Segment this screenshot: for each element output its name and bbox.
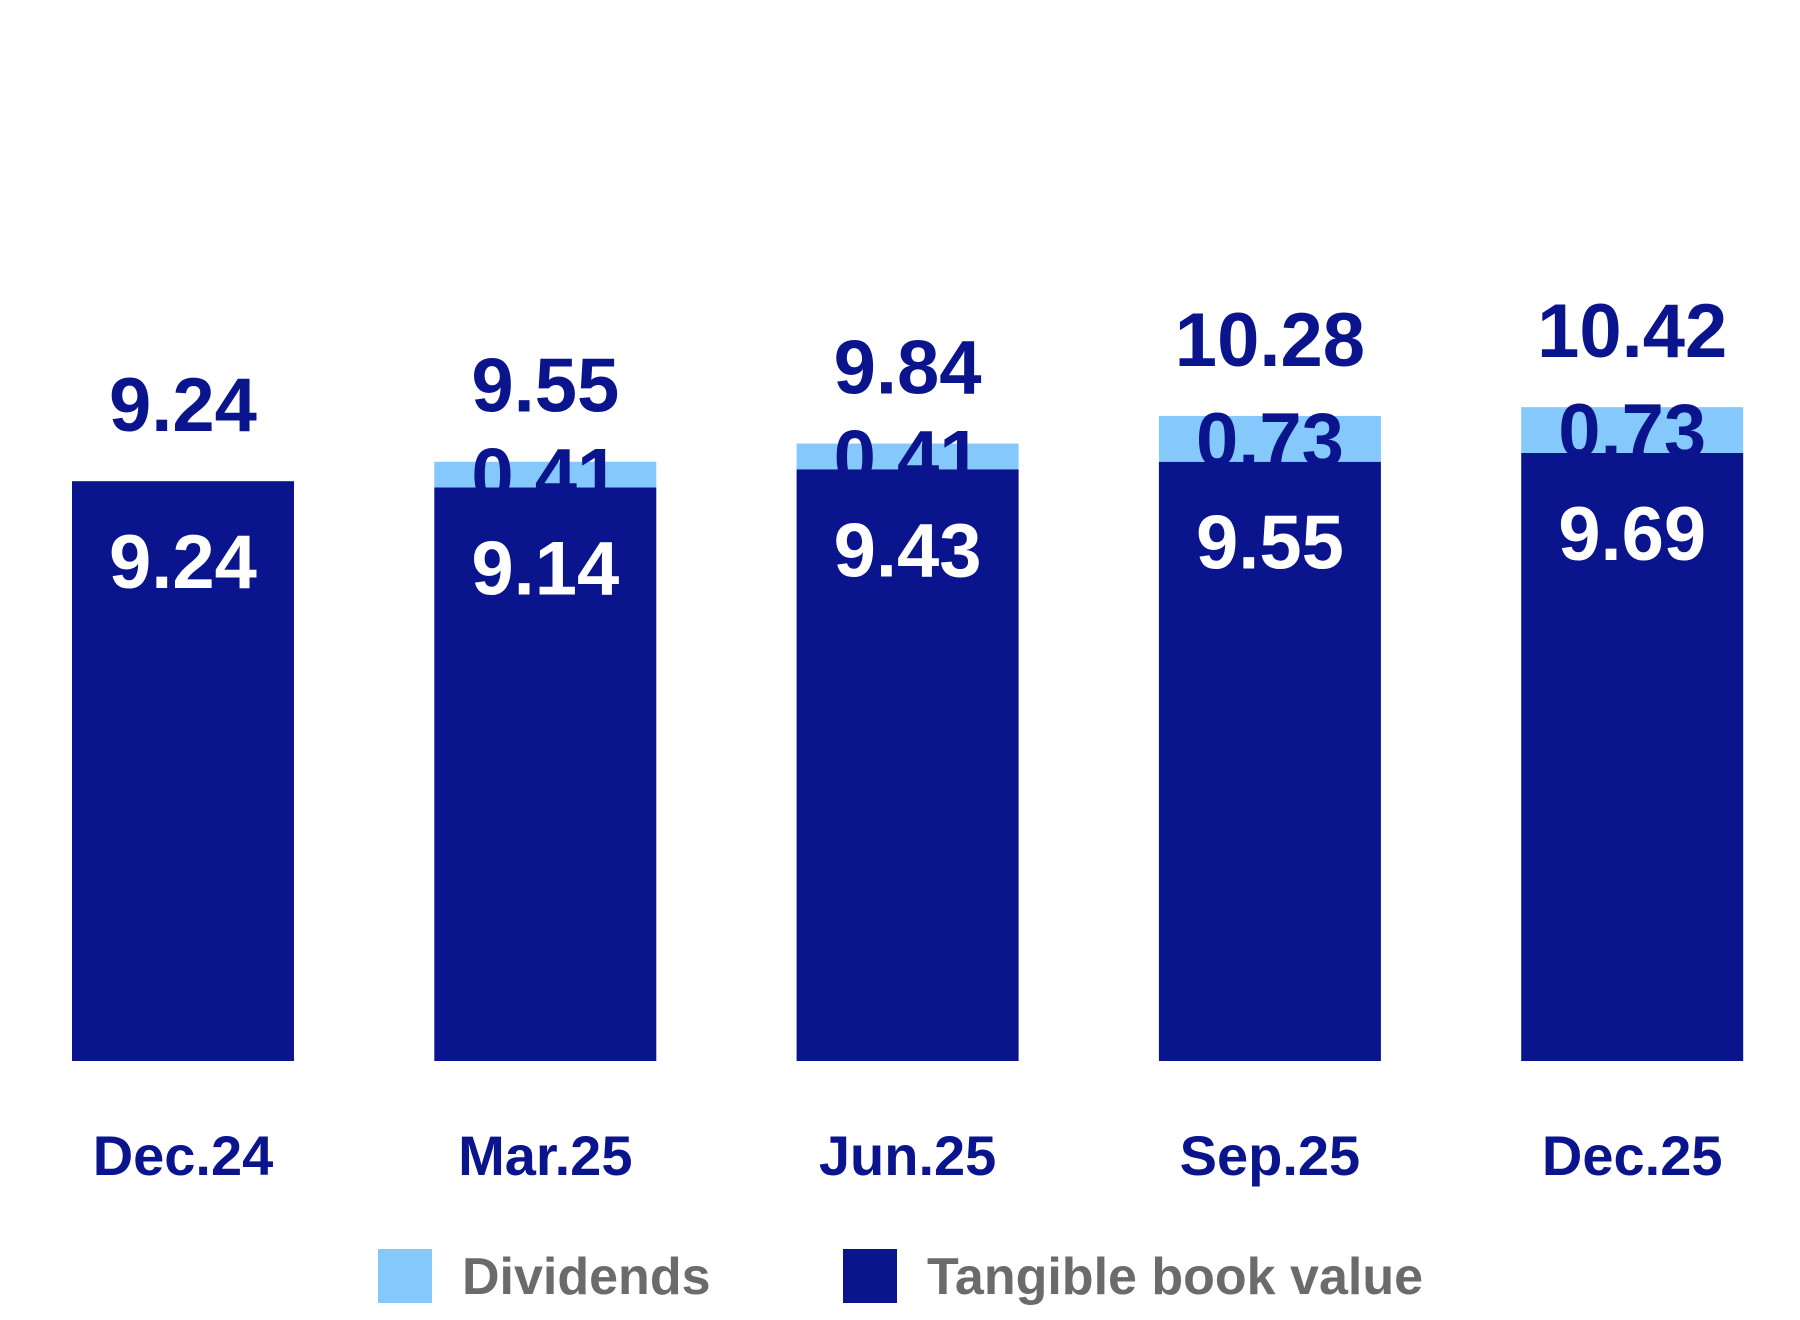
bars-layer bbox=[72, 407, 1744, 1062]
category-label-mar-25: Mar.25 bbox=[458, 1124, 632, 1187]
label-total-jun-25: 9.84 bbox=[834, 326, 982, 411]
label-dividends-sep-25: 0.73 bbox=[1196, 398, 1344, 483]
label-tangible-book-value-jun-25: 9.43 bbox=[834, 508, 982, 593]
labels-layer: 9.249.249.140.419.559.430.419.849.550.73… bbox=[109, 289, 1727, 611]
legend-swatch-tangible-book-value bbox=[843, 1249, 897, 1303]
label-tangible-book-value-sep-25: 9.55 bbox=[1196, 501, 1344, 586]
label-total-dec-24: 9.24 bbox=[109, 363, 257, 448]
label-total-mar-25: 9.55 bbox=[471, 344, 619, 429]
bar-dividends-sep-25 bbox=[1158, 415, 1381, 462]
category-label-dec-25: Dec.25 bbox=[1542, 1124, 1723, 1187]
legend-swatch-dividends bbox=[378, 1249, 432, 1303]
label-dividends-dec-25: 0.73 bbox=[1558, 389, 1706, 474]
category-axis: Dec.24 Mar.25 Jun.25 Sep.25 Dec.25 bbox=[93, 1124, 1723, 1187]
label-dividends-jun-25: 0.41 bbox=[834, 415, 982, 500]
label-tangible-book-value-dec-24: 9.24 bbox=[109, 520, 257, 605]
legend-label-dividends: Dividends bbox=[462, 1248, 711, 1306]
bar-tangible-book-value-sep-25 bbox=[1158, 461, 1381, 1061]
legend-label-tangible-book-value: Tangible book value bbox=[927, 1248, 1423, 1306]
bar-tangible-book-value-dec-24 bbox=[72, 481, 294, 1061]
bar-tangible-book-value-jun-25 bbox=[796, 469, 1019, 1062]
bar-dividends-mar-25 bbox=[434, 461, 657, 488]
category-label-dec-24: Dec.24 bbox=[93, 1124, 274, 1187]
label-total-dec-25: 10.42 bbox=[1537, 289, 1727, 374]
bar-tangible-book-value-mar-25 bbox=[434, 487, 657, 1062]
label-dividends-mar-25: 0.41 bbox=[471, 434, 619, 519]
label-tangible-book-value-mar-25: 9.14 bbox=[471, 526, 619, 611]
label-tangible-book-value-dec-25: 9.69 bbox=[1558, 492, 1706, 577]
category-label-jun-25: Jun.25 bbox=[819, 1124, 996, 1187]
bar-dividends-dec-25 bbox=[1521, 407, 1744, 453]
bar-dividends-jun-25 bbox=[796, 443, 1019, 470]
label-total-sep-25: 10.28 bbox=[1175, 298, 1365, 383]
bar-tangible-book-value-dec-25 bbox=[1521, 452, 1744, 1061]
category-label-sep-25: Sep.25 bbox=[1180, 1124, 1361, 1187]
legend: Dividends Tangible book value bbox=[378, 1248, 1423, 1306]
